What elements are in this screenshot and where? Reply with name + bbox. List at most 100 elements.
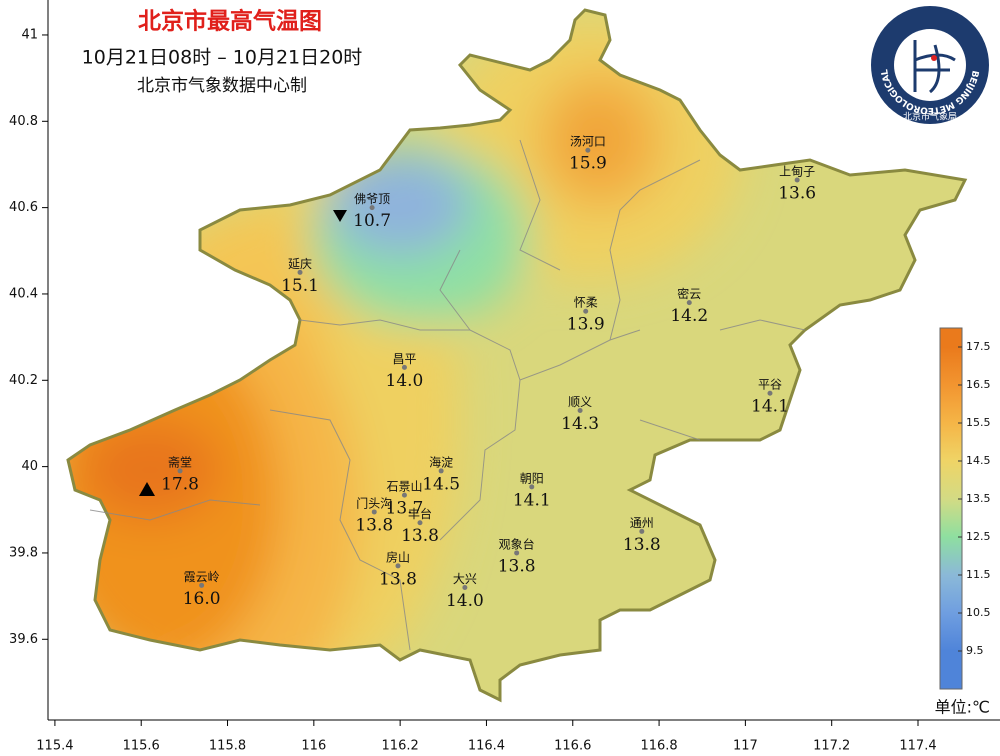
x-tick-label: 116.8: [640, 739, 677, 754]
station-dot: [583, 308, 589, 314]
station-temp: 14.0: [386, 371, 424, 391]
legend-tick-label: 12.5: [966, 530, 991, 543]
station-temp: 16.0: [183, 589, 221, 609]
station-dot: [417, 520, 423, 526]
y-tick-label: 40.4: [9, 286, 38, 301]
station-dot: [529, 484, 535, 490]
station-temp: 13.8: [355, 515, 393, 535]
x-tick-label: 115.6: [123, 739, 160, 754]
station-name: 海淀: [429, 454, 453, 469]
legend-tick-label: 10.5: [966, 606, 991, 619]
y-tick-label: 40.6: [9, 200, 38, 215]
station-temp: 14.2: [670, 306, 708, 326]
station-dot: [767, 390, 773, 396]
station-temp: 17.8: [161, 474, 199, 494]
station-name: 密云: [677, 286, 701, 301]
x-tick-label: 116.4: [468, 739, 505, 754]
station-name: 门头沟: [356, 495, 392, 510]
y-tick-label: 39.8: [9, 545, 38, 560]
station-temp: 13.8: [623, 535, 661, 555]
station-temp: 13.6: [778, 184, 816, 204]
min-marker: [333, 210, 347, 222]
station-temp: 13.8: [498, 556, 536, 576]
station-dot: [639, 528, 645, 534]
x-tick-label: 117.2: [813, 739, 850, 754]
y-tick-label: 40.8: [9, 114, 38, 129]
y-tick-label: 41: [21, 27, 38, 42]
station-dot: [297, 269, 303, 275]
station-dot: [371, 509, 377, 515]
station-name: 房山: [386, 549, 410, 564]
station-name: 霞云岭: [184, 570, 220, 584]
station-temp: 14.0: [446, 591, 484, 611]
station-name: 丰台: [408, 506, 432, 521]
station-dot: [462, 584, 468, 590]
station-temp: 14.3: [561, 414, 599, 434]
station-temp: 15.9: [569, 154, 607, 174]
y-tick-label: 39.6: [9, 632, 38, 647]
max-marker: [139, 482, 155, 496]
title: 北京市最高气温图: [138, 8, 322, 35]
station-temp: 14.1: [751, 397, 789, 417]
legend-tick-label: 14.5: [966, 454, 991, 467]
x-tick-label: 115.4: [36, 739, 73, 754]
producer: 北京市气象数据中心制: [137, 76, 307, 96]
station-dot: [401, 364, 407, 370]
border: [66, 8, 968, 703]
station-name: 观象台: [499, 536, 535, 551]
station-dot: [395, 563, 401, 569]
station-name: 怀柔: [574, 296, 598, 310]
station-temp: 13.9: [567, 315, 605, 335]
district-lines: [89, 139, 806, 651]
station-name: 斋堂: [168, 454, 192, 469]
x-tick-label: 117.4: [899, 739, 936, 754]
legend-tick-label: 13.5: [966, 492, 991, 505]
x-tick-label: 117: [733, 739, 758, 754]
station-name: 平谷: [758, 378, 782, 392]
station-name: 通州: [630, 516, 654, 530]
station-dot: [199, 582, 205, 588]
station-name: 佛爷顶: [354, 192, 390, 206]
station-dot: [438, 468, 444, 474]
station-dot: [401, 492, 407, 498]
station-dot: [794, 177, 800, 183]
station-dot: [686, 300, 692, 306]
legend-tick-label: 9.5: [966, 644, 984, 657]
station-dot: [514, 550, 520, 556]
y-tick-label: 40.2: [9, 373, 38, 388]
station-dot: [177, 468, 183, 474]
x-tick-label: 115.8: [209, 739, 246, 754]
station-name: 延庆: [288, 257, 312, 271]
station-dot: [369, 205, 375, 211]
station-temp: 15.1: [281, 276, 319, 296]
station-temp: 14.1: [513, 490, 551, 510]
station-temp: 13.8: [379, 569, 417, 589]
legend-tick-label: 11.5: [966, 568, 991, 581]
station-temp: 14.5: [422, 474, 460, 494]
station-name: 上甸子: [779, 165, 815, 179]
station-name: 朝阳: [520, 471, 544, 485]
station-temp: 13.8: [401, 526, 439, 546]
station-temp: 13.7: [386, 499, 424, 519]
legend-unit: 单位:℃: [935, 698, 990, 717]
legend-tick-label: 17.5: [966, 340, 991, 353]
period: 10月21日08时 – 10月21日20时: [82, 47, 363, 69]
legend-bar: [939, 327, 963, 690]
logo-agency: 北京市气象局: [903, 111, 957, 123]
station-name: 石景山: [386, 480, 422, 494]
legend-tick-label: 15.5: [966, 416, 991, 429]
legend-tick-label: 16.5: [966, 378, 991, 391]
y-tick-label: 40: [21, 459, 38, 474]
station-name: 汤河口: [570, 135, 606, 149]
station-temp: 10.7: [353, 211, 391, 231]
x-tick-label: 116.6: [554, 739, 591, 754]
x-tick-label: 116: [301, 739, 326, 754]
station-name: 大兴: [453, 572, 477, 586]
station-dot: [585, 147, 591, 153]
station-name: 昌平: [392, 352, 416, 366]
station-name: 顺义: [568, 395, 592, 409]
x-tick-label: 116.2: [382, 739, 419, 754]
